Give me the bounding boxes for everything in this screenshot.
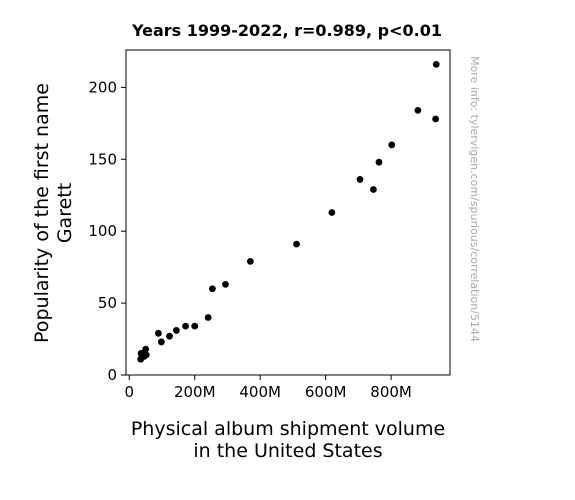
y-axis-label: Popularity of the first name Garett <box>31 83 76 343</box>
data-point <box>157 338 165 346</box>
data-point <box>375 158 383 166</box>
y-tick-label: 0 <box>107 366 117 384</box>
data-point <box>191 322 199 330</box>
data-point <box>173 327 180 334</box>
data-point <box>209 285 216 293</box>
plot-area-frame <box>125 49 451 376</box>
data-point <box>356 176 364 183</box>
data-point <box>432 60 440 68</box>
data-point <box>204 314 212 321</box>
data-point <box>388 141 396 149</box>
chart-title: Years 1999-2022, r=0.989, p<0.01 <box>131 21 442 40</box>
data-point <box>293 240 300 248</box>
x-axis-label-line-2: in the United States <box>193 440 382 462</box>
x-axis-label-line-1: Physical album shipment volume <box>131 418 445 440</box>
x-tick-label: 600M <box>305 383 347 401</box>
data-point <box>246 257 254 265</box>
data-points <box>137 60 440 363</box>
data-point <box>370 186 377 193</box>
y-tick-label: 150 <box>88 150 117 168</box>
data-point <box>137 350 145 357</box>
data-point <box>137 355 145 363</box>
data-point <box>166 332 173 340</box>
data-point <box>182 322 189 330</box>
source-note: More info: tylervigen.com/spurious/corre… <box>468 56 481 342</box>
data-point <box>222 281 229 288</box>
x-tick-label: 0 <box>124 383 134 401</box>
y-tick-label: 200 <box>88 78 117 96</box>
y-axis-label-line-1: Popularity of the first name <box>31 83 53 343</box>
x-tick-label: 400M <box>239 383 281 401</box>
data-point <box>142 345 150 353</box>
x-tick-label: 800M <box>370 383 412 401</box>
data-point <box>432 115 439 123</box>
data-point <box>328 209 336 216</box>
x-axis-label: Physical album shipment volume in the Un… <box>131 418 445 462</box>
data-point <box>155 329 162 337</box>
x-tick-label: 200M <box>174 383 216 401</box>
axis-ticks: 0 200M 400M 600M 800M 0 50 100 150 200 <box>88 78 412 401</box>
data-point <box>414 106 422 114</box>
y-axis-label-line-2: Garett <box>54 183 76 243</box>
y-tick-label: 100 <box>88 222 117 240</box>
y-tick-label: 50 <box>98 294 117 312</box>
